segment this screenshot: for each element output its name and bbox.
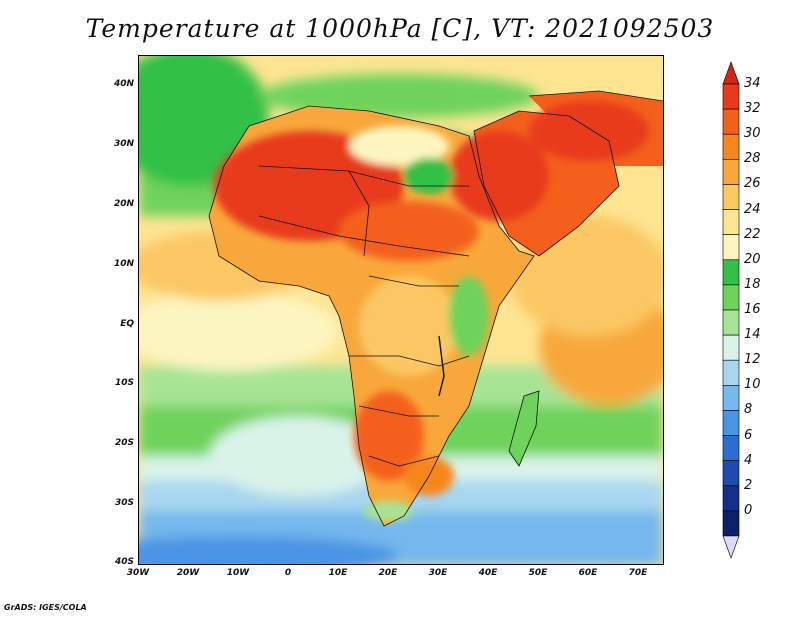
lon-tick-label: 70E	[628, 568, 648, 578]
colorbar-level-label: 6	[744, 427, 753, 443]
colorbar-level-label: 20	[744, 251, 761, 267]
lat-tick-label: 10N	[113, 259, 134, 269]
colorbar-swatch	[722, 309, 740, 336]
footer-credit: GrADS: IGES/COLA	[4, 603, 87, 612]
lat-tick-label: 30S	[114, 498, 134, 508]
colorbar-top-arrow	[722, 61, 740, 85]
lon-tick-label: 60E	[578, 568, 598, 578]
colorbar-level-label: 22	[744, 226, 761, 242]
lat-tick-label: 40N	[113, 79, 134, 89]
colorbar-bottom-arrow	[722, 535, 740, 559]
lon-tick-label: 20W	[176, 568, 200, 578]
colorbar-swatch	[722, 460, 740, 487]
colorbar-level-label: 28	[744, 151, 761, 167]
lon-tick-label: 30E	[428, 568, 448, 578]
lat-tick-label: 20N	[113, 199, 134, 209]
lon-tick-label: 10E	[328, 568, 348, 578]
lat-tick-label: 30N	[113, 139, 134, 149]
temperature-map	[138, 55, 664, 565]
colorbar-level-label: 24	[744, 201, 761, 217]
map-title: Temperature at 1000hPa [C], VT: 20210925…	[85, 14, 715, 43]
colorbar-swatch	[722, 234, 740, 261]
lon-tick-label: 40E	[478, 568, 498, 578]
colorbar-level-label: 12	[744, 352, 761, 368]
colorbar-swatch	[722, 209, 740, 235]
lat-tick-label: 10S	[114, 378, 134, 388]
colorbar-level-label: 26	[744, 176, 761, 192]
lon-tick-label: 20E	[378, 568, 398, 578]
colorbar-level-label: 16	[744, 302, 761, 317]
colorbar-swatch	[722, 435, 740, 461]
colorbar	[722, 61, 740, 559]
lon-tick-label: 10W	[226, 568, 250, 578]
colorbar-swatch	[722, 359, 740, 386]
colorbar-swatch	[722, 133, 740, 160]
colorbar-swatch	[722, 334, 740, 361]
lon-tick-label: 50E	[528, 568, 548, 578]
colorbar-level-label: 32	[744, 101, 761, 117]
colorbar-level-label: 18	[744, 276, 761, 292]
country-borders	[208, 90, 663, 527]
colorbar-level-label: 34	[744, 76, 761, 91]
colorbar-swatch	[722, 510, 740, 537]
lat-tick-label: 40S	[114, 557, 134, 567]
colorbar-swatch	[722, 284, 740, 311]
colorbar-level-label: 10	[744, 377, 761, 393]
lat-tick-label: EQ	[120, 319, 134, 329]
colorbar-level-label: 0	[744, 502, 753, 518]
colorbar-level-label: 2	[744, 477, 753, 493]
colorbar-swatch	[722, 159, 740, 185]
lon-tick-label: 0	[284, 568, 292, 578]
lon-tick-label: 30W	[126, 568, 150, 578]
colorbar-swatch	[722, 83, 740, 110]
colorbar-swatch	[722, 259, 740, 286]
colorbar-level-label: 30	[744, 126, 761, 142]
colorbar-swatch	[722, 184, 740, 210]
colorbar-swatch	[722, 108, 740, 135]
colorbar-swatch	[722, 410, 740, 436]
colorbar-level-label: 14	[744, 327, 761, 343]
colorbar-swatch	[722, 385, 740, 411]
colorbar-level-label: 4	[744, 452, 753, 468]
colorbar-swatch	[722, 485, 740, 512]
lat-tick-label: 20S	[114, 438, 134, 448]
temperature-field	[139, 56, 663, 564]
colorbar-level-label: 8	[744, 402, 753, 418]
